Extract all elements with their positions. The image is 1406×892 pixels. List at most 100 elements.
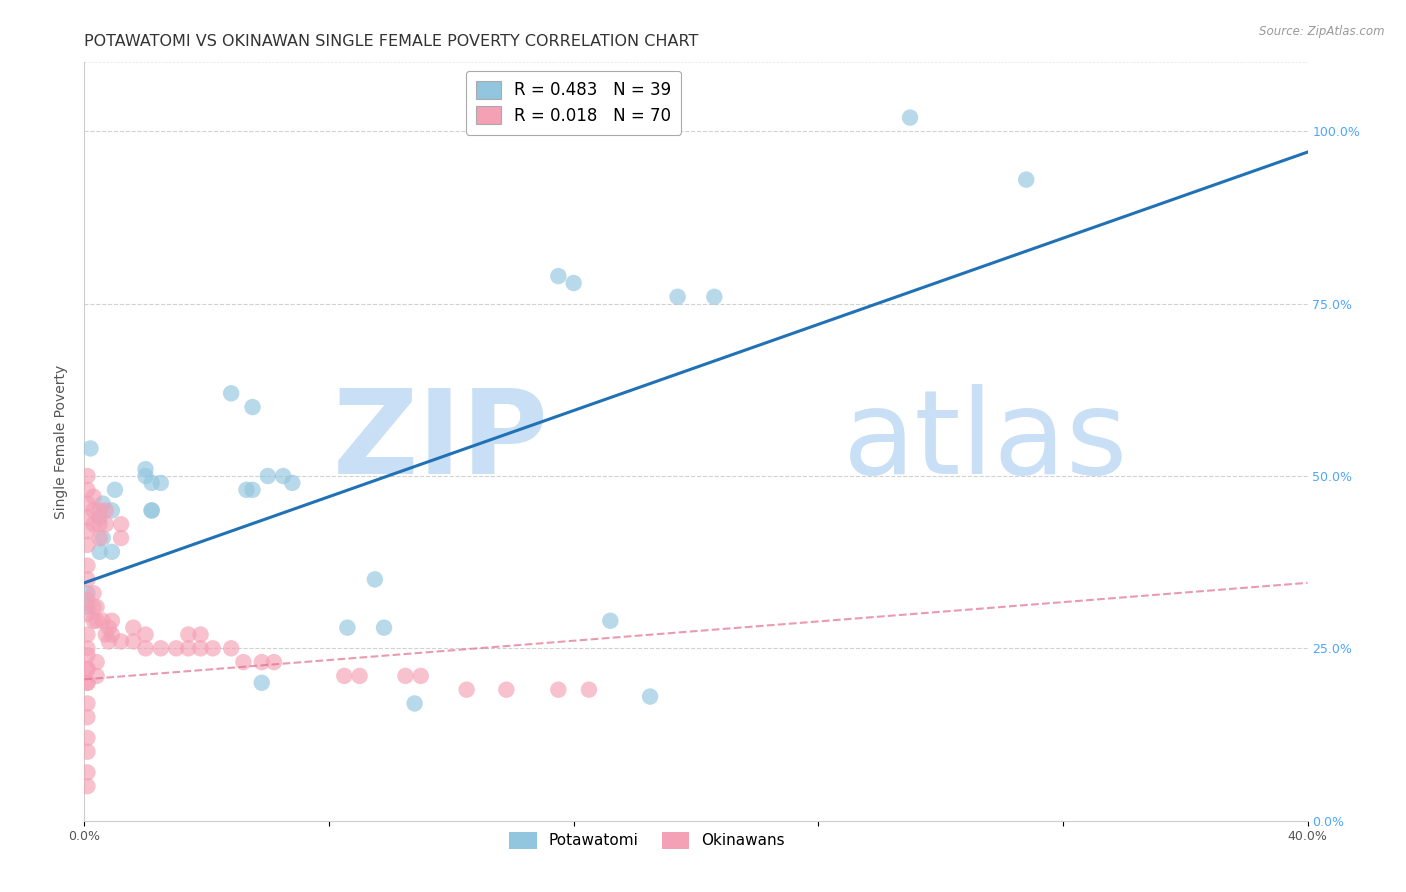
Point — [89, 531, 111, 545]
Point — [76, 662, 98, 676]
Point — [562, 276, 585, 290]
Point — [97, 634, 120, 648]
Point — [898, 111, 921, 125]
Point — [141, 503, 163, 517]
Point — [135, 641, 157, 656]
Point — [364, 573, 387, 587]
Point — [190, 627, 212, 641]
Point — [149, 475, 172, 490]
Point — [190, 641, 212, 656]
Point — [83, 614, 105, 628]
Point — [141, 503, 163, 517]
Point — [91, 497, 114, 511]
Point — [76, 469, 98, 483]
Point — [333, 669, 356, 683]
Point — [76, 675, 98, 690]
Point — [76, 731, 98, 745]
Point — [97, 621, 120, 635]
Y-axis label: Single Female Poverty: Single Female Poverty — [55, 365, 69, 518]
Legend: Potawatomi, Okinawans: Potawatomi, Okinawans — [503, 826, 792, 855]
Point — [76, 497, 98, 511]
Point — [76, 558, 98, 573]
Point — [703, 290, 725, 304]
Point — [89, 510, 111, 524]
Point — [76, 607, 98, 621]
Point — [76, 779, 98, 793]
Point — [101, 627, 124, 641]
Point — [135, 462, 157, 476]
Point — [110, 531, 132, 545]
Point — [177, 641, 200, 656]
Point — [271, 469, 294, 483]
Text: ZIP: ZIP — [333, 384, 550, 499]
Point — [79, 442, 101, 456]
Point — [76, 573, 98, 587]
Point — [201, 641, 224, 656]
Point — [83, 586, 105, 600]
Point — [149, 641, 172, 656]
Point — [336, 621, 359, 635]
Point — [495, 682, 517, 697]
Point — [281, 475, 304, 490]
Point — [86, 669, 108, 683]
Point — [232, 655, 254, 669]
Point — [76, 745, 98, 759]
Point — [86, 614, 108, 628]
Point — [654, 111, 676, 125]
Point — [76, 648, 98, 663]
Point — [250, 655, 273, 669]
Point — [83, 503, 105, 517]
Point — [456, 682, 478, 697]
Point — [110, 517, 132, 532]
Point — [76, 524, 98, 538]
Point — [263, 655, 285, 669]
Point — [76, 627, 98, 641]
Point — [394, 669, 416, 683]
Point — [578, 682, 600, 697]
Point — [76, 675, 98, 690]
Point — [76, 593, 98, 607]
Point — [219, 641, 242, 656]
Point — [83, 599, 105, 614]
Point — [76, 538, 98, 552]
Point — [666, 290, 689, 304]
Point — [76, 510, 98, 524]
Text: atlas: atlas — [842, 384, 1128, 499]
Point — [177, 627, 200, 641]
Point — [110, 634, 132, 648]
Text: POTAWATOMI VS OKINAWAN SINGLE FEMALE POVERTY CORRELATION CHART: POTAWATOMI VS OKINAWAN SINGLE FEMALE POV… — [84, 34, 699, 49]
Point — [101, 545, 124, 559]
Point — [83, 517, 105, 532]
Point — [638, 111, 661, 125]
Text: Source: ZipAtlas.com: Source: ZipAtlas.com — [1260, 25, 1385, 38]
Point — [242, 483, 264, 497]
Point — [76, 662, 98, 676]
Point — [94, 517, 117, 532]
Point — [599, 614, 621, 628]
Point — [86, 599, 108, 614]
Point — [409, 669, 432, 683]
Point — [235, 483, 257, 497]
Point — [76, 599, 98, 614]
Point — [135, 627, 157, 641]
Point — [91, 614, 114, 628]
Point — [404, 697, 426, 711]
Point — [76, 641, 98, 656]
Point — [89, 517, 111, 532]
Point — [86, 655, 108, 669]
Point — [101, 614, 124, 628]
Point — [76, 697, 98, 711]
Point — [547, 269, 569, 284]
Point — [76, 586, 98, 600]
Point — [638, 690, 661, 704]
Point — [257, 469, 280, 483]
Point — [76, 710, 98, 724]
Point — [89, 503, 111, 517]
Point — [122, 621, 145, 635]
Point — [638, 111, 661, 125]
Point — [135, 469, 157, 483]
Point — [165, 641, 187, 656]
Point — [219, 386, 242, 401]
Point — [1015, 172, 1038, 186]
Point — [373, 621, 395, 635]
